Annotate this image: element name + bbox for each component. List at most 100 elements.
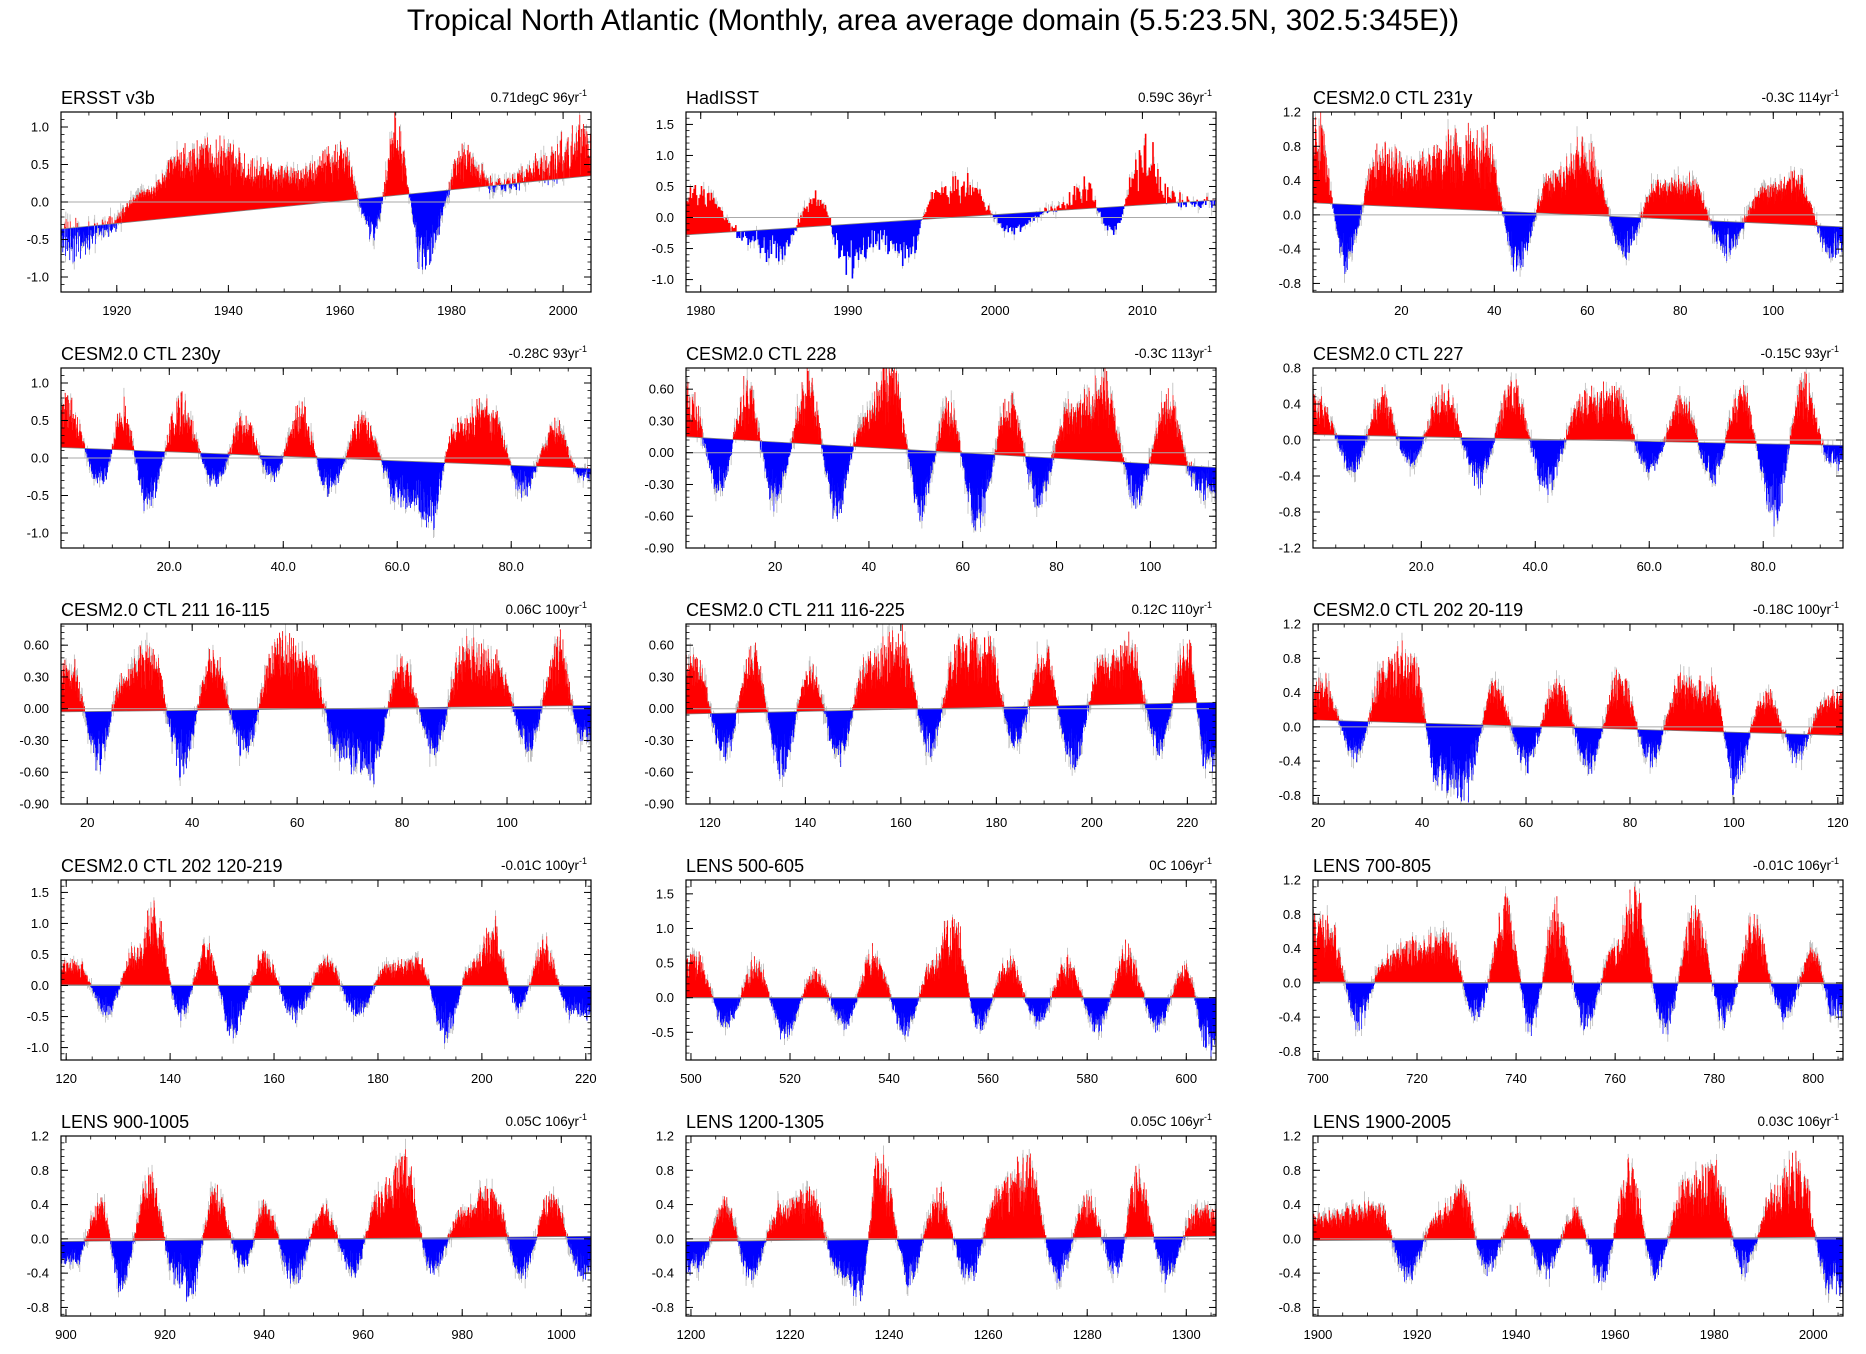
y-tick-label: 1.0 [31,120,49,135]
trend-unit-sup: -1 [1204,600,1212,610]
panel-title: HadISST [686,88,759,108]
positive-bars [686,368,1192,467]
x-tick-label: 180 [367,1071,389,1086]
panel-title: CESM2.0 CTL 231y [1313,88,1472,108]
x-tick-label: 20 [1311,815,1325,830]
x-tick-label: 80 [1623,815,1637,830]
positive-bars [64,112,591,229]
bar-series [1313,1150,1843,1303]
y-tick-label: -0.60 [19,765,49,780]
y-tick-label: 1.2 [1283,873,1301,888]
x-tick-label: 540 [878,1071,900,1086]
x-tick-label: 180 [986,815,1008,830]
y-tick-label: -0.4 [1279,242,1301,257]
plot-frame [1312,1135,1844,1317]
panel-1: 1920 1940 1960 1980 2000 -1.0 -0.5 0.0 0.5 1.0 ERS… [27,88,592,318]
trend-unit-sup: -1 [1831,1112,1839,1122]
y-tick-label: 0.00 [24,701,49,716]
panel-5: 20 40 60 80 100 -0.90 -0.60 -0.30 0.00 0.30 0.60 CE… [644,344,1217,574]
bar-series [1313,368,1843,537]
y-tick-label: -0.4 [27,1266,49,1281]
panel-title: CESM2.0 CTL 227 [1313,344,1463,364]
x-tick-label: 120 [55,1071,77,1086]
y-tick-label: 0.60 [649,638,674,653]
trend-value: -0.15C 93yr [1760,346,1831,361]
y-tick-label: 0.0 [1283,207,1301,222]
negative-bars [686,1236,1186,1301]
bar-series [1313,632,1843,804]
bar-series [686,368,1216,533]
x-tick-label: 800 [1802,1071,1824,1086]
negative-bars [83,705,591,785]
y-tick-label: 0.5 [656,179,674,194]
y-tick-label: -0.8 [652,1300,674,1315]
y-tick-label: 0.0 [656,210,674,225]
plot-frame [685,367,1217,549]
positive-bars [61,629,573,712]
panel-title: LENS 700-805 [1313,856,1431,876]
trend-value: -0.3C 113yr [1134,346,1204,361]
trend-value: 0.05C 106yr [1130,1114,1204,1129]
trend-unit-sup: -1 [1204,344,1212,354]
panel-title: CESM2.0 CTL 202 20-119 [1313,600,1523,620]
positive-bars [61,391,589,469]
bar-series [686,624,1216,788]
positive-bars [84,1149,568,1242]
y-tick-label: 0.4 [1283,941,1301,956]
y-tick-label: 0.60 [24,638,49,653]
y-tick-label: 0.0 [656,1231,674,1246]
trend-unit-sup: -1 [579,856,587,866]
y-tick-label: 0.4 [656,1197,674,1212]
y-tick-label: -0.5 [652,1025,674,1040]
y-tick-label: 0.5 [656,956,674,971]
trend-line [1312,1236,1844,1241]
panel-title: CESM2.0 CTL 230y [61,344,220,364]
y-tick-label: -0.30 [19,733,49,748]
x-tick-label: 40 [1415,815,1429,830]
panel-13: 900 920 940 960 980 1000 -0.8 -0.4 0.0 0.4 0.8 1.2 L… [27,1112,592,1342]
negative-bars [1334,435,1843,527]
x-tick-label: 1940 [214,303,243,318]
trend-unit-sup: -1 [579,600,587,610]
y-tick-label: 0.00 [649,445,674,460]
x-tick-label: 1900 [1303,1327,1332,1342]
y-tick-label: 0.0 [31,1231,49,1246]
y-tick-label: 0.4 [1283,1197,1301,1212]
panel-9: 20 40 60 80 100 120 -0.8 -0.4 0.0 0.4 0.8 1.2 CESM2.… [1279,600,1849,830]
y-tick-label: 0.8 [1283,361,1301,376]
trend-value: 0.03C 106yr [1757,1114,1831,1129]
y-tick-label: -0.60 [644,509,674,524]
trend-unit-sup: -1 [1831,856,1839,866]
trend-line [1312,202,1844,228]
x-tick-label: 1940 [1502,1327,1531,1342]
y-tick-label: -0.8 [1279,1044,1301,1059]
y-tick-label: -0.4 [1279,469,1301,484]
x-tick-label: 20 [80,815,94,830]
positive-bars [1313,640,1843,736]
y-tick-label: -1.0 [27,1040,49,1055]
x-tick-label: 500 [680,1071,702,1086]
trend-line [60,984,592,987]
y-tick-label: 1.5 [31,885,49,900]
trend-value: -0.01C 106yr [1753,858,1832,873]
x-tick-label: 2000 [1799,1327,1828,1342]
x-tick-label: 20.0 [157,559,182,574]
x-tick-label: 80 [1049,559,1063,574]
y-tick-label: 0.0 [1283,433,1301,448]
plot-frame [60,1135,592,1317]
x-tick-label: 1000 [547,1327,576,1342]
bar-series [61,1138,591,1303]
trend-line [60,447,592,469]
panel-title: LENS 500-605 [686,856,804,876]
bar-series [61,112,591,275]
trend-unit-sup: -1 [1204,88,1212,98]
x-tick-label: 120 [1827,815,1849,830]
x-tick-label: 520 [779,1071,801,1086]
x-tick-label: 740 [1505,1071,1527,1086]
y-tick-label: 0.0 [31,451,49,466]
panel-3: 20 40 60 80 100 -0.8 -0.4 0.0 0.4 0.8 1.2 CESM2.0 C… [1279,88,1844,318]
trend-value: 0.06C 100yr [505,602,579,617]
x-tick-label: 940 [253,1327,275,1342]
y-tick-label: -0.8 [1279,1300,1301,1315]
negative-bars [84,448,591,530]
